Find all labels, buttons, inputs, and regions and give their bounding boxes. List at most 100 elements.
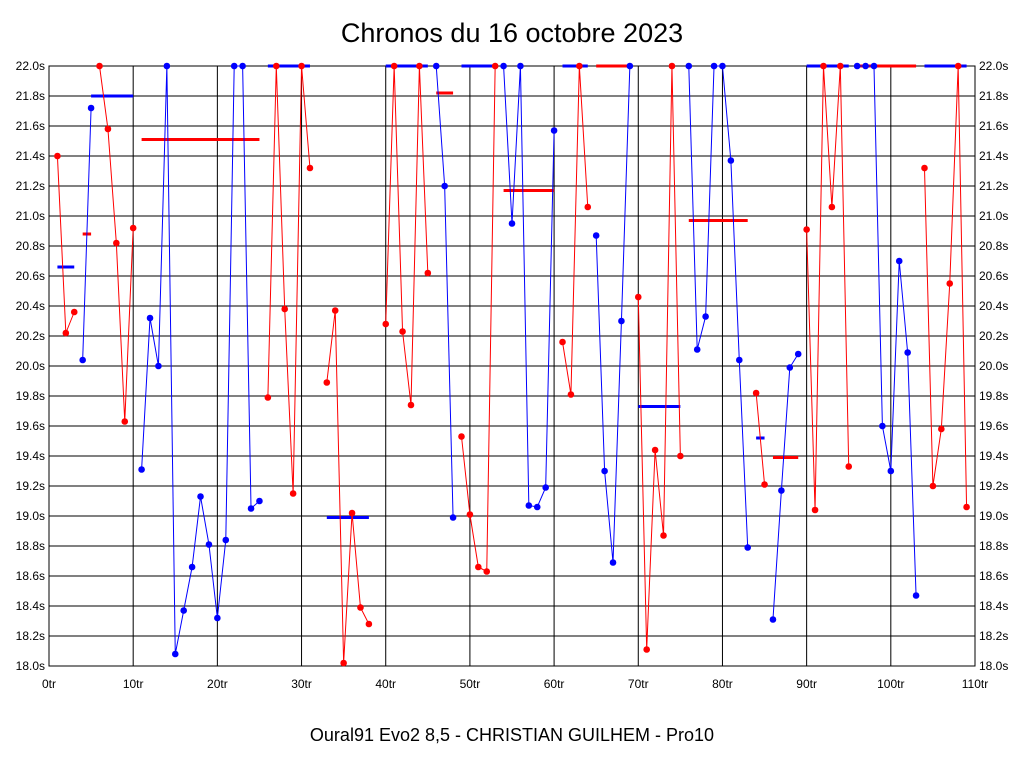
y-tick-label: 21.2s: [16, 179, 45, 193]
data-point: [171, 650, 179, 658]
data-point: [845, 463, 853, 470]
data-point: [677, 452, 684, 460]
data-point: [323, 379, 331, 386]
y-tick-label-right: 19.6s: [979, 419, 1008, 433]
data-point: [811, 506, 819, 514]
data-point: [475, 563, 482, 571]
data-point: [702, 313, 709, 320]
data-point: [794, 350, 802, 358]
data-point: [281, 305, 289, 313]
data-point: [769, 616, 777, 623]
data-point: [222, 536, 230, 544]
data-point: [382, 320, 390, 328]
data-point: [458, 433, 465, 440]
y-tick-label: 20.4s: [16, 299, 45, 313]
data-point: [491, 62, 499, 70]
data-point: [79, 356, 86, 364]
data-point: [500, 62, 507, 70]
x-tick-label: 20tr: [207, 677, 228, 691]
data-point: [618, 317, 625, 325]
data-point: [340, 659, 347, 667]
data-point: [761, 481, 768, 488]
data-point: [938, 425, 945, 433]
y-tick-label: 19.0s: [16, 509, 45, 523]
data-point: [559, 338, 566, 346]
data-point: [239, 62, 246, 70]
x-tick-label: 0tr: [42, 677, 56, 691]
data-point: [424, 269, 432, 277]
data-point: [963, 503, 970, 511]
chart-title: Chronos du 16 octobre 2023: [341, 18, 683, 48]
x-tick-label: 110tr: [962, 677, 988, 691]
data-point: [272, 62, 280, 70]
data-point: [651, 446, 659, 454]
y-tick-label: 18.8s: [16, 539, 45, 553]
data-point: [146, 314, 154, 322]
data-point: [104, 125, 112, 133]
series-line: [385, 65, 429, 406]
data-point: [550, 127, 558, 134]
data-point: [483, 568, 491, 575]
data-point: [188, 563, 196, 571]
y-tick-label: 20.2s: [16, 329, 45, 343]
y-tick-label: 21.6s: [16, 119, 45, 133]
series-line: [806, 65, 850, 511]
plot-frame: [48, 65, 976, 667]
x-tick-label: 70tr: [628, 677, 649, 691]
data-point: [895, 257, 903, 265]
y-tick-label: 19.8s: [16, 389, 45, 403]
y-tick-label: 19.2s: [16, 479, 45, 493]
x-tick-label: 90tr: [796, 677, 817, 691]
data-point: [517, 62, 524, 70]
data-point: [357, 604, 364, 611]
y-tick-label-right: 19.0s: [979, 509, 1008, 523]
x-axis: 0tr 10tr 20tr 30tr 40tr 50tr 60tr 70tr 80tr 90tr 1…: [42, 677, 988, 691]
data-point: [660, 532, 667, 539]
y-tick-label-right: 18.4s: [979, 599, 1008, 613]
data-point: [685, 62, 693, 70]
series-line: [637, 65, 681, 650]
y-tick-label-right: 21.0s: [979, 209, 1008, 223]
y-tick-label-right: 18.6s: [979, 569, 1008, 583]
series-line: [595, 65, 631, 563]
series-group: [54, 62, 970, 667]
y-tick-label-right: 19.4s: [979, 449, 1008, 463]
data-point: [70, 308, 78, 316]
series-line: [326, 310, 370, 664]
data-point: [348, 509, 356, 517]
y-tick-label: 18.6s: [16, 569, 45, 583]
series-line: [755, 392, 766, 485]
data-point: [331, 307, 339, 314]
data-point: [879, 422, 886, 430]
data-point: [576, 62, 583, 70]
series-line: [460, 65, 496, 573]
data-point: [820, 62, 827, 70]
data-point: [921, 164, 928, 172]
data-point: [862, 62, 869, 70]
y-tick-label-right: 18.8s: [979, 539, 1008, 553]
data-point: [567, 391, 575, 398]
grid-lines: [48, 65, 976, 667]
series-line: [562, 65, 589, 395]
data-point: [230, 62, 238, 70]
data-point: [778, 487, 785, 494]
data-point: [735, 356, 743, 364]
data-point: [668, 62, 676, 70]
y-tick-label: 21.8s: [16, 89, 45, 103]
series-line: [141, 65, 260, 655]
data-point: [710, 62, 718, 70]
x-tick-label: 10tr: [123, 677, 144, 691]
data-point: [214, 614, 221, 622]
data-point: [752, 389, 760, 397]
y-tick-label: 19.4s: [16, 449, 45, 463]
data-point: [407, 401, 415, 409]
y-tick-label: 18.0s: [16, 659, 45, 673]
y-tick-label: 21.4s: [16, 149, 45, 163]
data-point: [803, 226, 810, 233]
data-point: [163, 62, 171, 70]
data-point: [138, 466, 145, 473]
data-point: [693, 346, 701, 353]
data-point: [416, 62, 423, 70]
data-point: [912, 592, 920, 599]
